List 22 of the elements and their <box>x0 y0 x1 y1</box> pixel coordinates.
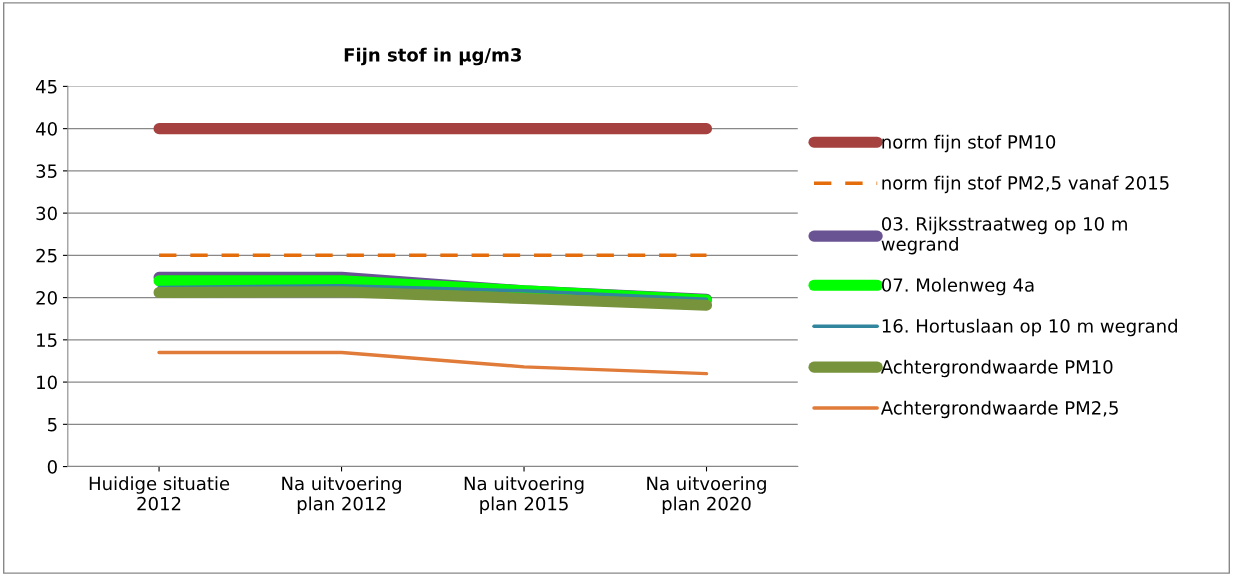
y-tick-label: 45 <box>36 80 57 94</box>
y-tick-label: 25 <box>36 248 57 263</box>
legend-label: 16. Hortuslaan op 10 m wegrand <box>882 318 1177 337</box>
legend-label: Achtergrondwaarde PM2,5 <box>880 400 1118 419</box>
legend-label: Achtergrondwaarde PM10 <box>880 359 1113 378</box>
legend-label: norm fijn stof PM2,5 vanaf 2015 <box>882 175 1169 194</box>
y-tick-label: 20 <box>36 291 57 305</box>
legend-label: 03. Rijksstraatweg op 10 m wegrand <box>881 216 1127 255</box>
x-tick-label: Na uitvoering plan 2012 <box>282 476 401 514</box>
x-tick-label: Na uitvoering plan 2015 <box>464 476 584 514</box>
y-tick-label: 0 <box>47 460 57 474</box>
legend-label: 07. Molenweg 4a <box>882 277 1034 296</box>
legend-label: norm fijn stof PM10 <box>882 134 1056 153</box>
y-tick-label: 15 <box>37 333 57 347</box>
y-tick-label: 40 <box>36 122 57 136</box>
y-tick-label: 10 <box>37 375 57 390</box>
y-tick-label: 30 <box>36 206 57 221</box>
y-tick-label: 35 <box>36 164 57 178</box>
chart-title: Fijn stof in µg/m3 <box>344 47 521 66</box>
y-tick-label: 5 <box>48 418 57 432</box>
x-tick-label: Na uitvoering plan 2020 <box>647 476 766 514</box>
x-tick-label: Huidige situatie 2012 <box>89 476 230 511</box>
